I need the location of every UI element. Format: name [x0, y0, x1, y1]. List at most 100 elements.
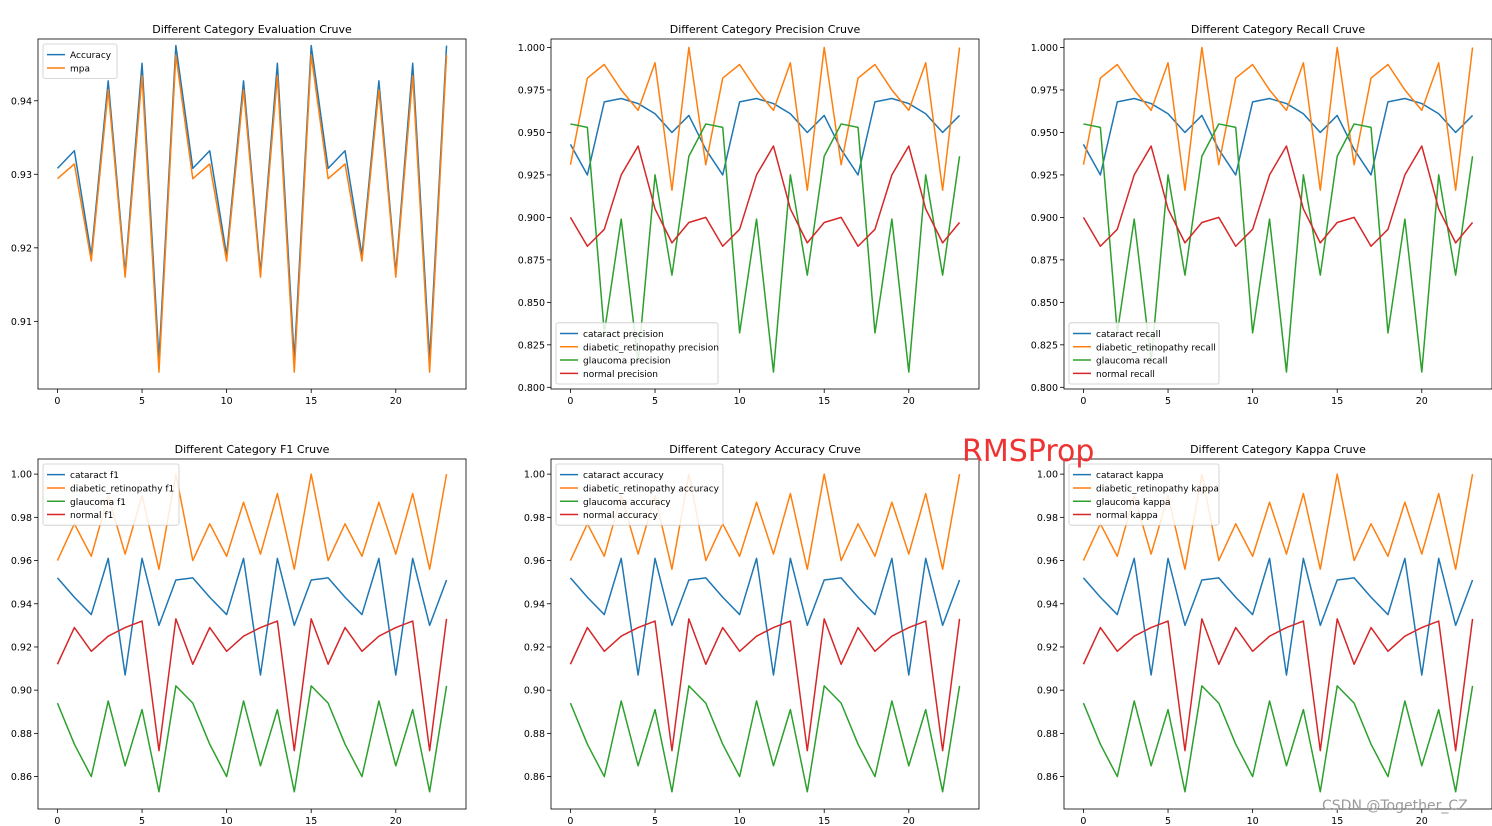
- y-tick-label: 0.900: [518, 213, 545, 224]
- legend-box: [555, 463, 724, 526]
- y-tick-label: 0.96: [11, 556, 32, 567]
- axes-frame: [37, 458, 467, 810]
- series-line-1: [56, 557, 448, 676]
- y-tick-label: 0.825: [518, 340, 545, 351]
- legend-label-1: cataract kappa: [1096, 471, 1164, 481]
- y-tick-label: 0.92: [524, 642, 545, 653]
- x-tick-label: 15: [305, 816, 317, 826]
- axes-frame: [1063, 38, 1492, 390]
- y-tick-label: 0.875: [518, 255, 545, 266]
- x-tick-label: 5: [652, 396, 658, 407]
- chart-title: Different Category Precision Cruve: [670, 23, 861, 36]
- series-line-1: [569, 97, 961, 176]
- y-tick-label: 0.86: [1037, 772, 1058, 783]
- legend-box: [42, 43, 118, 79]
- x-tick-label: 15: [1331, 816, 1343, 826]
- series-line-2: [56, 473, 448, 570]
- chart-title: Different Category F1 Cruve: [175, 443, 330, 456]
- x-tick-label: 10: [1247, 396, 1259, 407]
- x-tick-label: 5: [139, 816, 145, 826]
- series-line-1: [1082, 97, 1474, 176]
- y-tick-label: 0.975: [1031, 85, 1058, 96]
- legend: Accuracy mpa: [42, 43, 118, 79]
- y-tick-label: 1.000: [518, 43, 545, 54]
- legend: cataract precision diabetic_retinopathy p…: [555, 322, 719, 385]
- series-line-4: [56, 618, 448, 752]
- axes-frame: [550, 38, 980, 390]
- y-tick-label: 0.98: [11, 513, 32, 524]
- legend-label-4: normal recall: [1096, 370, 1155, 380]
- axes-frame: [1063, 458, 1492, 810]
- legend: cataract f1 diabetic_retinopathy f1 glauco…: [42, 463, 180, 526]
- legend-label-4: normal f1: [70, 511, 113, 521]
- y-tick-label: 0.88: [524, 729, 545, 740]
- chart-title: Different Category Kappa Cruve: [1190, 443, 1366, 456]
- y-tick-label: 0.90: [1037, 686, 1058, 697]
- x-tick-label: 0: [1080, 816, 1086, 826]
- y-tick-label: 0.86: [524, 772, 545, 783]
- series-line-2: [56, 54, 448, 373]
- axes-frame: [37, 38, 467, 390]
- series-line-1: [569, 557, 961, 676]
- y-tick-label: 0.88: [11, 729, 32, 740]
- x-tick-label: 0: [54, 816, 60, 826]
- chart-panel-1: Different Category Evaluation Cruve 0 5 10 1…: [11, 23, 467, 407]
- legend-label-4: normal accuracy: [583, 511, 659, 521]
- y-tick-label: 0.90: [11, 686, 32, 697]
- y-tick-label: 0.94: [11, 599, 32, 610]
- series-line-2: [1082, 46, 1474, 191]
- y-tick-label: 0.825: [1031, 340, 1058, 351]
- x-tick-label: 0: [1080, 396, 1086, 407]
- y-tick-label: 1.00: [524, 470, 545, 481]
- legend-label-3: glaucoma f1: [70, 498, 126, 508]
- x-tick-label: 10: [221, 816, 233, 826]
- y-tick-label: 0.90: [524, 686, 545, 697]
- chart-title: Different Category Evaluation Cruve: [152, 23, 352, 36]
- x-tick-label: 20: [903, 816, 915, 826]
- legend-label-3: glaucoma precision: [583, 357, 671, 367]
- y-tick-label: 0.92: [11, 243, 32, 254]
- x-tick-label: 15: [1331, 396, 1343, 407]
- y-tick-label: 0.925: [518, 170, 545, 181]
- y-tick-label: 0.88: [1037, 729, 1058, 740]
- series-line-3: [1082, 685, 1474, 793]
- x-tick-label: 10: [1247, 816, 1259, 826]
- x-tick-label: 20: [1416, 396, 1428, 407]
- legend-label-4: normal kappa: [1096, 511, 1158, 521]
- y-tick-label: 0.91: [11, 317, 32, 328]
- legend-label-3: glaucoma kappa: [1096, 498, 1171, 508]
- legend: cataract recall diabetic_retinopathy reca…: [1068, 322, 1220, 385]
- series-line-4: [1082, 618, 1474, 752]
- legend: cataract kappa diabetic_retinopathy kappa…: [1068, 463, 1220, 526]
- x-tick-label: 15: [818, 816, 830, 826]
- series-line-2: [569, 46, 961, 191]
- optimizer-overlay-label: RMSProp: [962, 434, 1095, 469]
- x-tick-label: 15: [818, 396, 830, 407]
- axes-frame: [550, 458, 980, 810]
- legend-label-4: normal precision: [583, 370, 658, 380]
- y-tick-label: 0.92: [1037, 642, 1058, 653]
- legend-box: [42, 463, 180, 526]
- y-tick-label: 0.94: [1037, 599, 1058, 610]
- x-tick-label: 20: [390, 816, 402, 826]
- y-tick-label: 1.00: [1037, 470, 1058, 481]
- x-tick-label: 20: [390, 396, 402, 407]
- y-tick-label: 0.950: [518, 128, 545, 139]
- legend-label-1: cataract recall: [1096, 330, 1161, 340]
- y-tick-label: 0.98: [1037, 513, 1058, 524]
- y-tick-label: 0.86: [11, 772, 32, 783]
- y-tick-label: 0.800: [1031, 383, 1058, 394]
- legend: cataract accuracy diabetic_retinopathy ac…: [555, 463, 724, 526]
- y-tick-label: 0.925: [1031, 170, 1058, 181]
- series-line-3: [56, 685, 448, 793]
- legend-label-3: glaucoma accuracy: [583, 498, 671, 508]
- legend-box: [1068, 322, 1220, 385]
- legend-label-1: Accuracy: [70, 51, 112, 61]
- chart-panel-5: Different Category Accuracy Cruve 0 5 10 15 2…: [524, 443, 980, 826]
- watermark-text: CSDN @Together_CZ: [1322, 798, 1468, 814]
- y-tick-label: 0.96: [1037, 556, 1058, 567]
- series-line-2: [1082, 473, 1474, 570]
- legend-label-1: cataract accuracy: [583, 471, 664, 481]
- x-tick-label: 0: [54, 396, 60, 407]
